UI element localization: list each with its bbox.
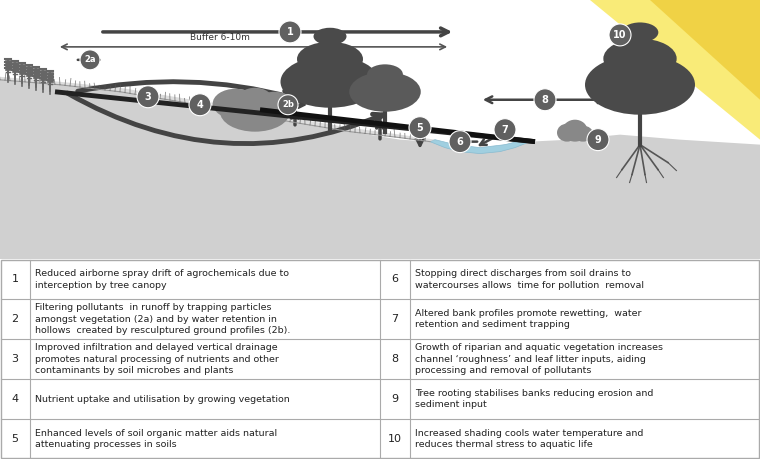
Ellipse shape [562,120,587,142]
Ellipse shape [367,64,403,84]
Text: Tree rooting stabilises banks reducing erosion and
sediment input: Tree rooting stabilises banks reducing e… [415,389,654,409]
Ellipse shape [237,88,273,112]
Text: Reduced airborne spray drift of agrochemicals due to
interception by tree canopy: Reduced airborne spray drift of agrochem… [35,269,289,290]
Text: 7: 7 [391,314,398,324]
Ellipse shape [313,28,347,45]
Circle shape [279,21,301,43]
Ellipse shape [603,39,676,78]
Text: 1: 1 [11,274,18,284]
Text: Altered bank profiles promote rewetting,  water
retention and sediment trapping: Altered bank profiles promote rewetting,… [415,309,641,330]
Circle shape [494,119,516,140]
Text: 2a: 2a [84,56,96,64]
Circle shape [449,131,471,152]
Ellipse shape [585,55,695,115]
Text: 9: 9 [594,134,601,145]
Text: 1: 1 [287,27,293,37]
Text: Improved infiltration and delayed vertical drainage
promotes natural processing : Improved infiltration and delayed vertic… [35,343,279,375]
Text: 2b: 2b [282,100,294,109]
Ellipse shape [220,92,290,132]
Text: Growth of riparian and aquatic vegetation increases
channel ‘roughness’ and leaf: Growth of riparian and aquatic vegetatio… [415,343,663,375]
Circle shape [189,94,211,116]
Ellipse shape [573,126,593,142]
Polygon shape [0,77,435,142]
Ellipse shape [213,89,258,119]
Ellipse shape [254,92,296,120]
Text: 5: 5 [11,434,18,444]
Text: Increased shading cools water temperature and
reduces thermal stress to aquatic : Increased shading cools water temperatur… [415,429,644,449]
Polygon shape [0,80,760,259]
Text: 4: 4 [197,100,204,110]
Text: Nutrient uptake and utilisation by growing vegetation: Nutrient uptake and utilisation by growi… [35,395,290,403]
Circle shape [409,117,431,139]
Text: Enhanced levels of soil organic matter aids natural
attenuating processes in soi: Enhanced levels of soil organic matter a… [35,429,277,449]
Text: 8: 8 [542,95,549,105]
Text: 6: 6 [391,274,398,284]
Text: 9: 9 [391,394,398,404]
Circle shape [278,95,298,115]
Polygon shape [430,140,530,154]
Circle shape [587,129,609,151]
Ellipse shape [280,56,379,108]
Text: 8: 8 [391,354,398,364]
Ellipse shape [557,123,577,142]
Text: Stopping direct discharges from soil drains to
watercourses allows  time for pol: Stopping direct discharges from soil dra… [415,269,644,290]
Text: Buffer 6-10m: Buffer 6-10m [190,33,250,42]
Circle shape [137,86,159,108]
Text: 3: 3 [11,354,18,364]
Text: 2: 2 [11,314,18,324]
Polygon shape [590,0,760,140]
Text: 10: 10 [613,30,627,40]
Text: Filtering pollutants  in runoff by trapping particles
amongst vegetation (2a) an: Filtering pollutants in runoff by trappi… [35,303,290,335]
Circle shape [534,89,556,111]
Text: 4: 4 [11,394,18,404]
Ellipse shape [297,42,363,76]
Ellipse shape [622,22,658,42]
Text: 5: 5 [416,123,423,133]
Ellipse shape [350,72,421,112]
Text: 3: 3 [144,92,151,102]
Circle shape [609,24,631,46]
Text: 10: 10 [388,434,402,444]
Text: 7: 7 [502,125,508,134]
Polygon shape [650,0,760,100]
Circle shape [80,50,100,70]
Text: 6: 6 [457,137,464,146]
